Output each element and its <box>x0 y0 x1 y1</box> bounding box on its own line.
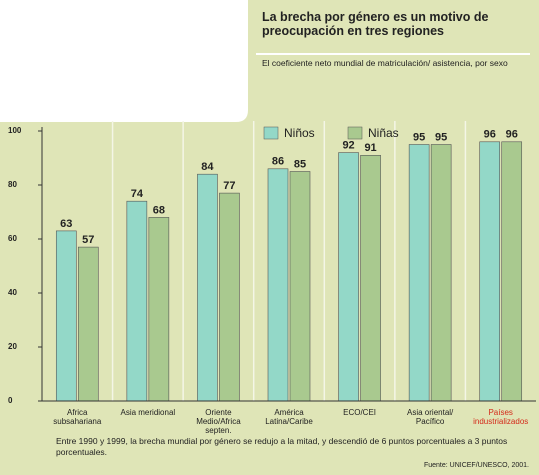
value-label: 92 <box>342 140 354 152</box>
bar <box>77 246 99 402</box>
y-tick-label: 100 <box>8 126 22 135</box>
bar <box>408 144 430 402</box>
value-label: 86 <box>272 156 284 168</box>
x-tick-label: Asia meridional <box>120 408 176 417</box>
x-tick-label: Países industrializados <box>473 408 529 426</box>
bar <box>197 173 218 402</box>
bar <box>430 144 452 402</box>
x-tick-label: América Latina/Caribe <box>265 408 313 426</box>
value-label: 85 <box>294 158 306 170</box>
value-label: 84 <box>201 161 214 173</box>
legend-label: Niños <box>284 126 315 140</box>
y-tick-label: 20 <box>8 342 17 351</box>
bar <box>501 141 523 402</box>
bar <box>289 171 311 402</box>
value-label: 77 <box>223 180 235 192</box>
value-label: 63 <box>60 218 72 230</box>
chart-subtitle: El coeficiente neto mundial de matricula… <box>262 58 508 68</box>
x-tick-label: Oriente Medio/Africa septen. <box>196 408 241 435</box>
y-tick-label: 40 <box>8 288 17 297</box>
bar <box>360 155 381 402</box>
value-label: 74 <box>131 188 144 200</box>
y-tick-label: 80 <box>8 180 17 189</box>
x-tick-label: Asia oriental/ Pacífico <box>407 408 454 426</box>
chart-title: La brecha por género es un motivo de pre… <box>262 10 489 38</box>
value-label: 68 <box>153 204 165 216</box>
value-label: 91 <box>364 142 376 154</box>
bar <box>148 217 170 402</box>
value-label: 95 <box>413 131 425 143</box>
bar <box>267 168 289 402</box>
legend-swatch <box>263 126 279 140</box>
bar <box>126 200 148 402</box>
value-label: 95 <box>435 131 447 143</box>
x-tick-label: Africa subsahariana <box>53 408 102 426</box>
bar <box>55 230 77 402</box>
bar <box>479 141 501 402</box>
bar <box>338 152 359 402</box>
bar <box>219 192 240 402</box>
value-label: 57 <box>82 234 94 246</box>
value-label: 96 <box>506 129 518 141</box>
x-tick-label: ECO/CEI <box>343 408 377 417</box>
y-tick-label: 0 <box>8 396 13 405</box>
legend-swatch <box>347 126 363 140</box>
source: Fuente: UNICEF/UNESCO, 2001. <box>423 462 529 469</box>
footnote: Entre 1990 y 1999, la brecha mundial por… <box>56 436 508 457</box>
value-label: 96 <box>484 129 496 141</box>
legend-label: Niñas <box>368 126 399 140</box>
y-tick-label: 60 <box>8 234 17 243</box>
